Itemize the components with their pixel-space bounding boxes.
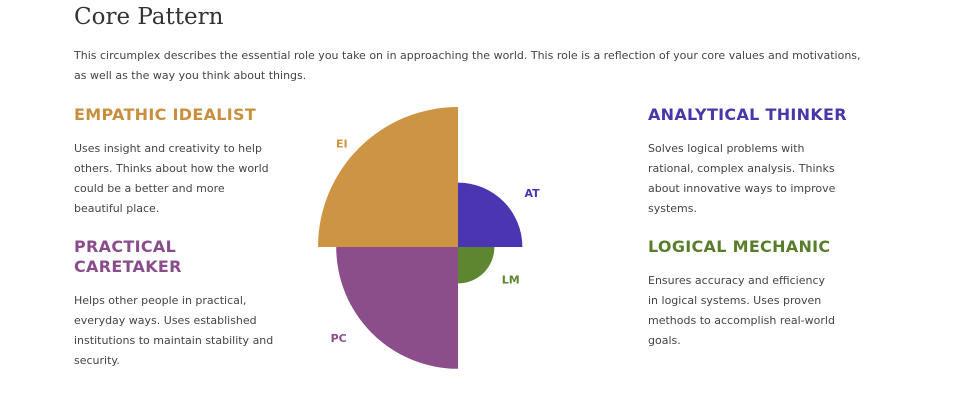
logical-mechanic-description: Ensures accuracy and efficiency in logic… [648, 274, 835, 347]
analytical-thinker-block: ANALYTICAL THINKER Solves logical proble… [648, 105, 878, 219]
practical-caretaker-description: Helps other people in practical, everyda… [74, 294, 274, 367]
empathic-idealist-block: EMPATHIC IDEALIST Uses insight and creat… [74, 105, 294, 219]
logical-mechanic-block: LOGICAL MECHANIC Ensures accuracy and ef… [648, 237, 878, 351]
practical-caretaker-block: PRACTICAL CARETAKER Helps other people i… [74, 237, 294, 371]
segment-label-pc: PC [331, 332, 347, 345]
segment-label-at: AT [524, 187, 540, 200]
empathic-idealist-heading: EMPATHIC IDEALIST [74, 105, 257, 124]
practical-caretaker-heading: PRACTICAL CARETAKER [74, 237, 182, 276]
segment-lm [458, 247, 495, 284]
segment-at [458, 182, 523, 247]
segment-label-ei: EI [336, 138, 348, 151]
segment-label-lm: LM [502, 273, 520, 286]
logical-mechanic-heading: LOGICAL MECHANIC [648, 237, 831, 256]
intro-text: This circumplex describes the essential … [74, 49, 861, 82]
segment-ei [318, 107, 458, 247]
analytical-thinker-heading: ANALYTICAL THINKER [648, 105, 847, 124]
empathic-idealist-description: Uses insight and creativity to help othe… [74, 142, 269, 215]
segment-pc [336, 247, 458, 369]
page-title: Core Pattern [74, 4, 224, 30]
analytical-thinker-description: Solves logical problems with rational, c… [648, 142, 836, 215]
core-pattern-chart: EI AT LM PC [318, 107, 540, 369]
